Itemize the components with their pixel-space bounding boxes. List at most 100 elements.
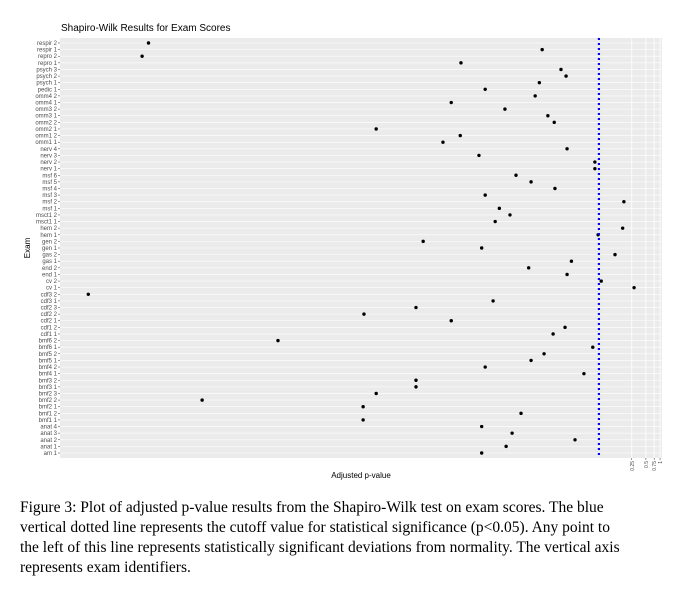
dot xyxy=(552,120,556,125)
dot xyxy=(146,41,151,45)
y-tick-label: omm3 1 xyxy=(35,114,57,120)
x-tick-label: 0.75 xyxy=(652,461,658,471)
y-tick-label: omm1 1 xyxy=(35,140,57,146)
dot xyxy=(526,266,531,270)
y-tick-label: psych 3 xyxy=(36,67,57,73)
dot xyxy=(493,219,497,224)
y-tick-label: cdf3 2 xyxy=(41,292,58,298)
dot xyxy=(529,358,533,363)
y-tick-label: msf 1 xyxy=(42,206,57,212)
caption-line: Figure 3: Plot of adjusted p-value resul… xyxy=(20,499,604,516)
dot xyxy=(200,398,204,402)
dot xyxy=(533,94,537,98)
y-tick-label: bmf4 2 xyxy=(39,365,58,371)
y-tick-label: bmf3 2 xyxy=(39,378,58,384)
dot xyxy=(563,325,567,330)
y-tick-label: bmf2 2 xyxy=(39,398,58,404)
y-tick-label: respir 1 xyxy=(37,48,58,54)
dot xyxy=(591,345,595,349)
y-tick-label: cdf2 2 xyxy=(41,312,58,318)
y-tick-label: nerv 3 xyxy=(40,153,57,159)
y-tick-label: end 2 xyxy=(42,266,58,272)
y-tick-label: cv 1 xyxy=(46,286,58,292)
dot xyxy=(421,239,425,244)
y-tick-label: msf 2 xyxy=(42,200,57,206)
y-tick-label: psych 1 xyxy=(36,81,57,87)
y-tick-label: anat 4 xyxy=(40,425,57,431)
dot xyxy=(553,186,557,191)
y-tick-label: anat 1 xyxy=(40,444,57,450)
dot xyxy=(140,54,144,58)
dot xyxy=(514,173,518,177)
dot xyxy=(559,67,563,72)
dot xyxy=(582,371,586,376)
y-tick-label: omm4 1 xyxy=(35,101,57,107)
y-tick-label: nerv 1 xyxy=(40,167,57,173)
dot xyxy=(620,226,625,230)
dot xyxy=(414,378,418,382)
y-axis-label: Exam xyxy=(23,237,32,258)
y-tick-label: omm2 2 xyxy=(35,120,57,126)
y-tick-label: bmf2 3 xyxy=(39,391,58,397)
y-tick-label: msf 6 xyxy=(42,173,57,179)
y-tick-label: omm1 2 xyxy=(35,134,57,140)
dot xyxy=(551,332,555,336)
dot xyxy=(491,299,495,303)
y-tick-label: msf 5 xyxy=(42,180,57,186)
y-tick-label: msct1 2 xyxy=(36,213,58,219)
dot xyxy=(449,100,453,105)
dot xyxy=(564,74,568,78)
y-tick-label: am 1 xyxy=(44,451,58,457)
y-tick-label: repro 2 xyxy=(38,54,58,60)
dot xyxy=(497,206,502,211)
caption-line: represents exam identifiers. xyxy=(20,559,191,576)
dot xyxy=(546,114,550,118)
y-tick-label: cv 2 xyxy=(46,279,58,285)
chart-title: Shapiro-Wilk Results for Exam Scores xyxy=(61,23,231,34)
dot xyxy=(504,444,508,449)
y-tick-label: psych 2 xyxy=(36,74,57,80)
dot xyxy=(569,259,574,263)
caption-line: vertical dotted line represents the cuto… xyxy=(20,519,610,536)
y-tick-label: end 1 xyxy=(42,272,58,278)
y-tick-label: repro 1 xyxy=(38,61,58,67)
dot xyxy=(374,127,378,131)
y-tick-label: omm2 1 xyxy=(35,127,57,133)
dot xyxy=(479,246,484,250)
dot xyxy=(599,279,603,283)
dot xyxy=(508,213,512,217)
y-tick-label: bmf1 1 xyxy=(39,418,58,424)
dot xyxy=(565,147,569,151)
dot xyxy=(479,424,484,429)
dot xyxy=(458,133,462,138)
y-tick-label: msf 3 xyxy=(42,193,57,199)
dot xyxy=(503,107,507,111)
dot xyxy=(622,200,626,204)
y-tick-label: bmf2 1 xyxy=(39,405,58,411)
y-tick-label: bmf5 1 xyxy=(39,358,58,364)
dot xyxy=(519,411,523,416)
y-tick-label: bmf4 1 xyxy=(39,372,58,378)
y-tick-label: bmf6 1 xyxy=(39,345,58,351)
y-tick-label: msct1 1 xyxy=(36,220,58,226)
dot xyxy=(540,47,544,52)
y-tick-label: bmf5 2 xyxy=(39,352,58,358)
y-tick-label: respir 2 xyxy=(37,41,58,47)
dot xyxy=(414,385,418,389)
y-tick-label: hem 1 xyxy=(40,233,57,239)
dot xyxy=(361,405,365,409)
y-tick-label: nerv 4 xyxy=(40,147,57,153)
y-tick-label: bmf3 1 xyxy=(39,385,58,391)
dot xyxy=(86,292,90,296)
x-tick-label: 0.25 xyxy=(630,461,636,471)
caption-line: the left of this line represents statist… xyxy=(20,539,620,556)
dot xyxy=(477,153,481,158)
x-tick-label: 0.5 xyxy=(644,461,650,468)
dot xyxy=(483,87,487,91)
dot xyxy=(510,431,514,435)
dot xyxy=(361,418,365,422)
y-tick-label: cdf2 1 xyxy=(41,319,58,325)
y-tick-label: gen 2 xyxy=(42,239,58,245)
